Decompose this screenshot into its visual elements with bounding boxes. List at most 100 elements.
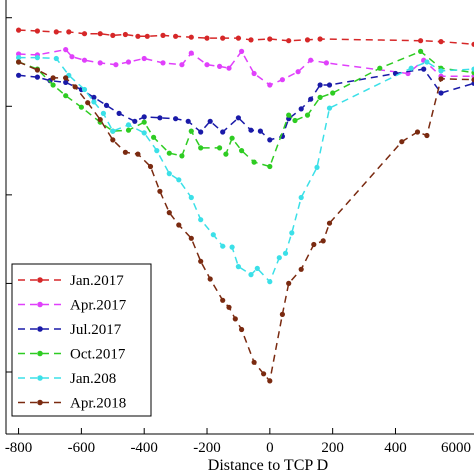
series-4 [16,55,474,285]
data-point [110,128,116,134]
data-point [173,33,179,39]
data-point [141,119,147,125]
data-point [78,104,84,110]
data-point [239,148,245,154]
data-point [229,244,235,250]
data-point [91,99,97,105]
legend-swatch-marker [37,277,43,283]
data-point [304,37,311,43]
data-point [295,69,301,75]
series-2 [16,66,474,143]
data-point [16,51,22,57]
data-point [418,48,424,55]
data-point [50,75,56,81]
data-point [257,128,263,134]
data-point [220,35,226,41]
legend-item: Apr.2017 [18,298,127,314]
data-point [282,250,289,256]
series-line [18,56,474,284]
data-point [204,35,210,41]
data-point [251,159,257,165]
legend-label: Oct.2017 [70,347,126,363]
data-point [326,82,333,88]
data-point [141,55,147,62]
data-point [16,27,22,33]
data-point [204,62,210,68]
data-point [276,255,282,261]
legend-item: Jan.208 [18,371,116,387]
data-point [399,139,405,145]
data-point [144,33,150,39]
legend: Jan.2017 Apr.2017 Jul.2017 Oct.2017 Jan.208 A… [11,263,152,417]
data-point [154,148,160,154]
legend-swatch-marker [37,375,43,381]
data-point [267,163,273,170]
data-point [147,163,154,170]
data-point [248,272,254,278]
series-3 [16,48,474,170]
data-point [91,94,97,100]
data-point [135,151,141,157]
legend-swatch-marker [37,399,43,406]
data-point [110,32,116,39]
data-point [251,70,257,77]
data-point [326,220,333,226]
data-point [438,90,444,96]
data-point [72,84,78,90]
data-point [248,127,254,133]
data-point [235,264,241,270]
data-point [173,116,179,122]
axes: -800 -600 -400 -200 0 200 400 6000 [5,0,474,456]
legend-item: Jul.2017 [18,322,122,338]
legend-item: Jan.2017 [18,273,124,289]
data-point [122,149,128,155]
data-point [97,117,103,123]
data-point [232,316,238,322]
data-point [267,137,273,143]
data-point [81,57,88,63]
data-point [34,28,41,34]
data-point [97,31,103,37]
data-point [63,47,69,53]
data-point [188,34,194,40]
data-point [160,60,166,66]
data-point [176,222,182,228]
data-point [179,153,185,159]
data-point [235,35,241,41]
data-point [217,145,223,151]
series-1 [16,47,474,88]
data-point [308,96,314,102]
data-point [317,94,323,100]
data-point [188,128,194,134]
data-point [298,266,304,272]
data-point [113,62,119,68]
data-point [267,378,273,384]
data-point [179,62,185,68]
legend-label: Jul.2017 [70,322,122,338]
data-point [286,38,292,44]
data-point [286,116,292,122]
legend-swatch-marker [37,301,43,308]
data-point [34,55,41,61]
data-point [34,74,41,80]
legend-label: Jan.2017 [70,273,124,289]
data-point [50,82,56,88]
data-point [100,110,106,116]
data-point [286,280,292,286]
data-point [220,129,226,135]
data-point [16,55,22,61]
data-point [298,194,304,201]
data-point [198,129,204,135]
data-point [311,241,317,248]
data-point [125,59,132,65]
data-point [220,297,226,303]
x-tick-label: -600 [68,440,96,456]
data-point [314,164,320,170]
data-point [304,112,311,118]
data-point [298,106,304,112]
data-point [63,75,69,81]
data-point [185,118,191,124]
data-point [151,134,157,140]
legend-swatch-marker [37,326,43,332]
data-point [279,77,285,83]
